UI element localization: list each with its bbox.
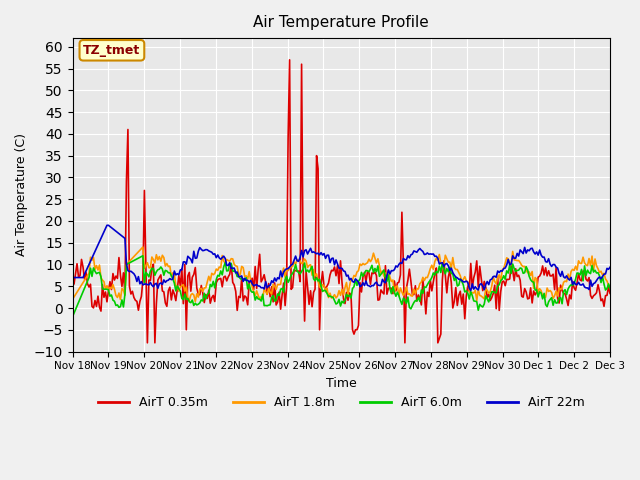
AirT 0.35m xyxy=(68,279,76,285)
AirT 6.0m xyxy=(257,298,265,304)
AirT 0.35m xyxy=(606,290,614,296)
AirT 6.0m xyxy=(68,314,76,320)
AirT 1.8m xyxy=(232,263,239,269)
AirT 6.0m xyxy=(248,289,256,295)
AirT 22m xyxy=(579,281,587,287)
AirT 22m xyxy=(136,281,144,287)
Line: AirT 0.35m: AirT 0.35m xyxy=(72,60,610,343)
AirT 22m xyxy=(305,248,313,254)
Line: AirT 1.8m: AirT 1.8m xyxy=(72,247,610,301)
AirT 22m xyxy=(230,265,238,271)
AirT 0.35m xyxy=(257,279,265,285)
AirT 22m xyxy=(467,288,475,293)
Text: TZ_tmet: TZ_tmet xyxy=(83,44,141,57)
AirT 6.0m xyxy=(139,253,147,259)
AirT 0.35m xyxy=(143,340,151,346)
Line: AirT 22m: AirT 22m xyxy=(72,225,610,290)
AirT 1.8m xyxy=(134,249,142,255)
X-axis label: Time: Time xyxy=(326,377,356,390)
AirT 0.35m xyxy=(248,276,256,281)
AirT 22m xyxy=(68,275,76,280)
Title: Air Temperature Profile: Air Temperature Profile xyxy=(253,15,429,30)
Y-axis label: Air Temperature (C): Air Temperature (C) xyxy=(15,133,28,256)
AirT 1.8m xyxy=(307,262,314,268)
AirT 22m xyxy=(248,281,256,287)
AirT 1.8m xyxy=(139,244,147,250)
AirT 1.8m xyxy=(191,299,199,304)
AirT 1.8m xyxy=(579,254,587,260)
AirT 1.8m xyxy=(250,289,257,295)
AirT 6.0m xyxy=(305,269,313,275)
AirT 1.8m xyxy=(606,283,614,289)
Line: AirT 6.0m: AirT 6.0m xyxy=(72,256,610,317)
AirT 0.35m xyxy=(230,282,238,288)
AirT 1.8m xyxy=(259,296,266,301)
AirT 0.35m xyxy=(134,307,142,313)
AirT 6.0m xyxy=(578,266,586,272)
Legend: AirT 0.35m, AirT 1.8m, AirT 6.0m, AirT 22m: AirT 0.35m, AirT 1.8m, AirT 6.0m, AirT 2… xyxy=(93,391,590,414)
AirT 1.8m xyxy=(68,297,76,302)
AirT 6.0m xyxy=(230,268,238,274)
AirT 22m xyxy=(103,222,111,228)
AirT 6.0m xyxy=(606,286,614,291)
AirT 22m xyxy=(606,264,614,270)
AirT 0.35m xyxy=(579,268,587,274)
AirT 6.0m xyxy=(134,255,142,261)
AirT 0.35m xyxy=(286,57,294,63)
AirT 0.35m xyxy=(307,288,314,294)
AirT 22m xyxy=(257,285,265,291)
